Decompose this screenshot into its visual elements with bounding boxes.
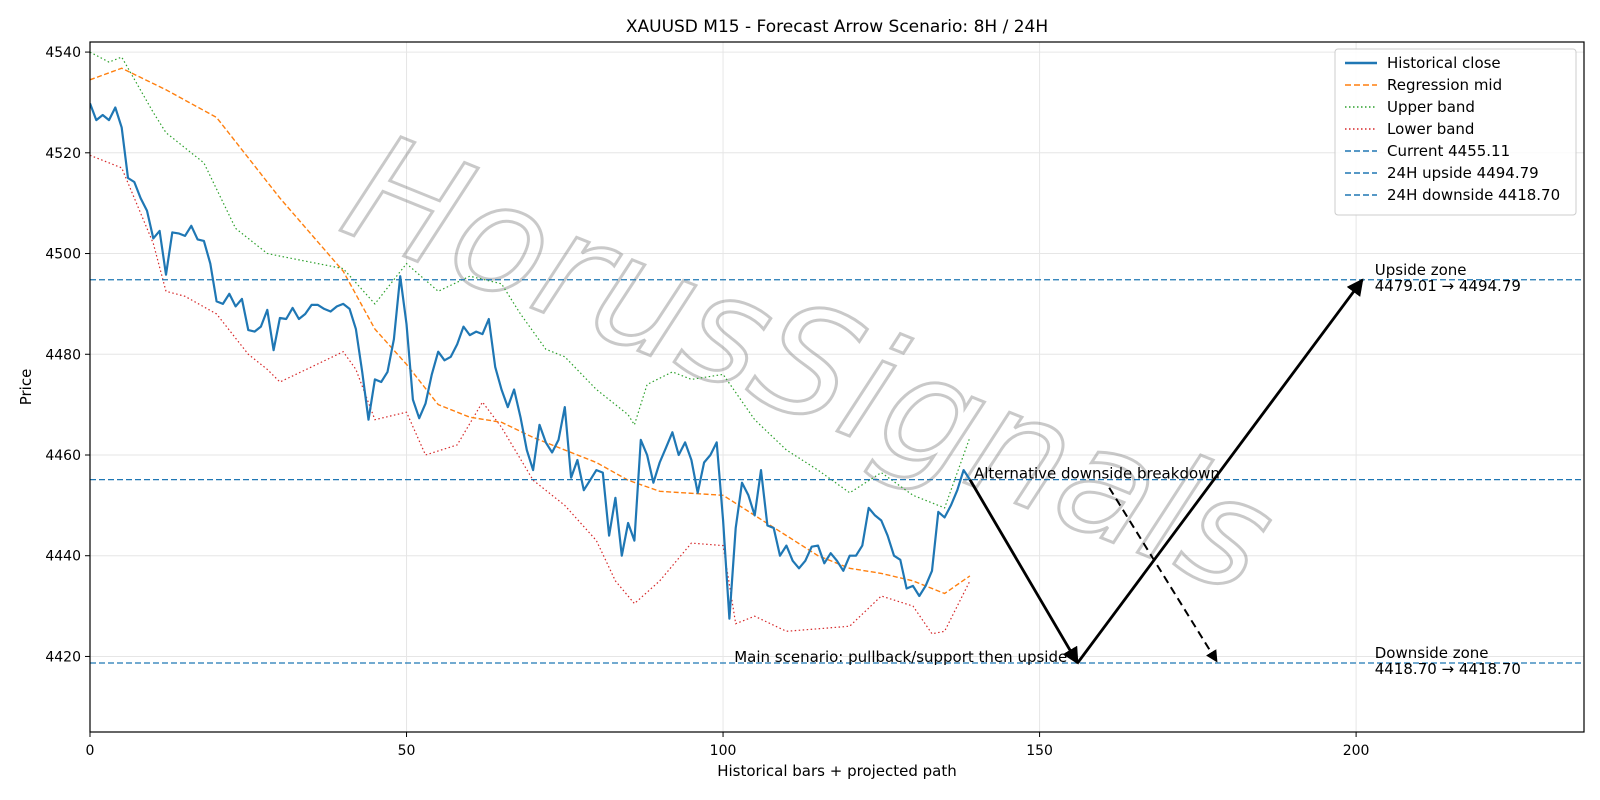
historical-close-line <box>90 103 971 620</box>
legend-label: 24H downside 4418.70 <box>1387 186 1560 204</box>
overlay-layer: Alternative downside breakdown Main scena… <box>734 261 1521 678</box>
x-tick-label: 200 <box>1343 743 1370 759</box>
regression-mid-line <box>90 67 971 595</box>
upper-band-line <box>90 51 971 509</box>
scenario-arrow <box>1076 278 1364 664</box>
legend-label: Historical close <box>1387 54 1501 72</box>
y-tick-label: 4500 <box>45 247 81 263</box>
y-axis-ticks: 4420 4440 4460 4480 4500 4520 4540 <box>45 45 90 665</box>
x-axis-ticks: 0 50 100 150 200 <box>86 732 1370 759</box>
series-layer <box>90 51 1584 664</box>
chart-title: XAUUSD M15 - Forecast Arrow Scenario: 8H… <box>626 17 1048 37</box>
legend-label: Lower band <box>1387 120 1474 138</box>
zone-title: Upside zone <box>1375 261 1467 279</box>
alternative-arrow <box>1108 487 1218 663</box>
y-axis-label: Price <box>17 369 35 406</box>
legend-label: Current 4455.11 <box>1387 142 1510 160</box>
x-tick-label: 100 <box>710 743 737 759</box>
zone-range: 4418.70 → 4418.70 <box>1375 660 1521 678</box>
x-axis-label: Historical bars + projected path <box>717 762 957 780</box>
plot-frame <box>89 41 1585 733</box>
zone-range: 4479.01 → 4494.79 <box>1375 277 1521 295</box>
x-tick-label: 0 <box>86 743 95 759</box>
x-tick-label: 150 <box>1026 743 1053 759</box>
legend: Historical close Regression mid Upper band… <box>1334 48 1577 216</box>
y-tick-label: 4420 <box>45 649 81 665</box>
zone-title: Downside zone <box>1375 644 1489 662</box>
legend-box <box>1334 48 1577 216</box>
y-tick-label: 4440 <box>45 549 81 565</box>
lower-band-line <box>90 154 971 635</box>
annotation-main-scenario: Main scenario: pullback/support then ups… <box>734 648 1067 666</box>
annotation-alternative: Alternative downside breakdown <box>974 465 1220 483</box>
scenario-arrow <box>968 478 1079 665</box>
x-tick-label: 50 <box>398 743 416 759</box>
legend-label: Regression mid <box>1387 76 1502 94</box>
y-tick-label: 4480 <box>45 347 81 363</box>
y-tick-label: 4520 <box>45 146 81 162</box>
y-tick-label: 4460 <box>45 448 81 464</box>
legend-label: Upper band <box>1387 98 1475 116</box>
y-tick-label: 4540 <box>45 45 81 61</box>
legend-label: 24H upside 4494.79 <box>1387 164 1539 182</box>
